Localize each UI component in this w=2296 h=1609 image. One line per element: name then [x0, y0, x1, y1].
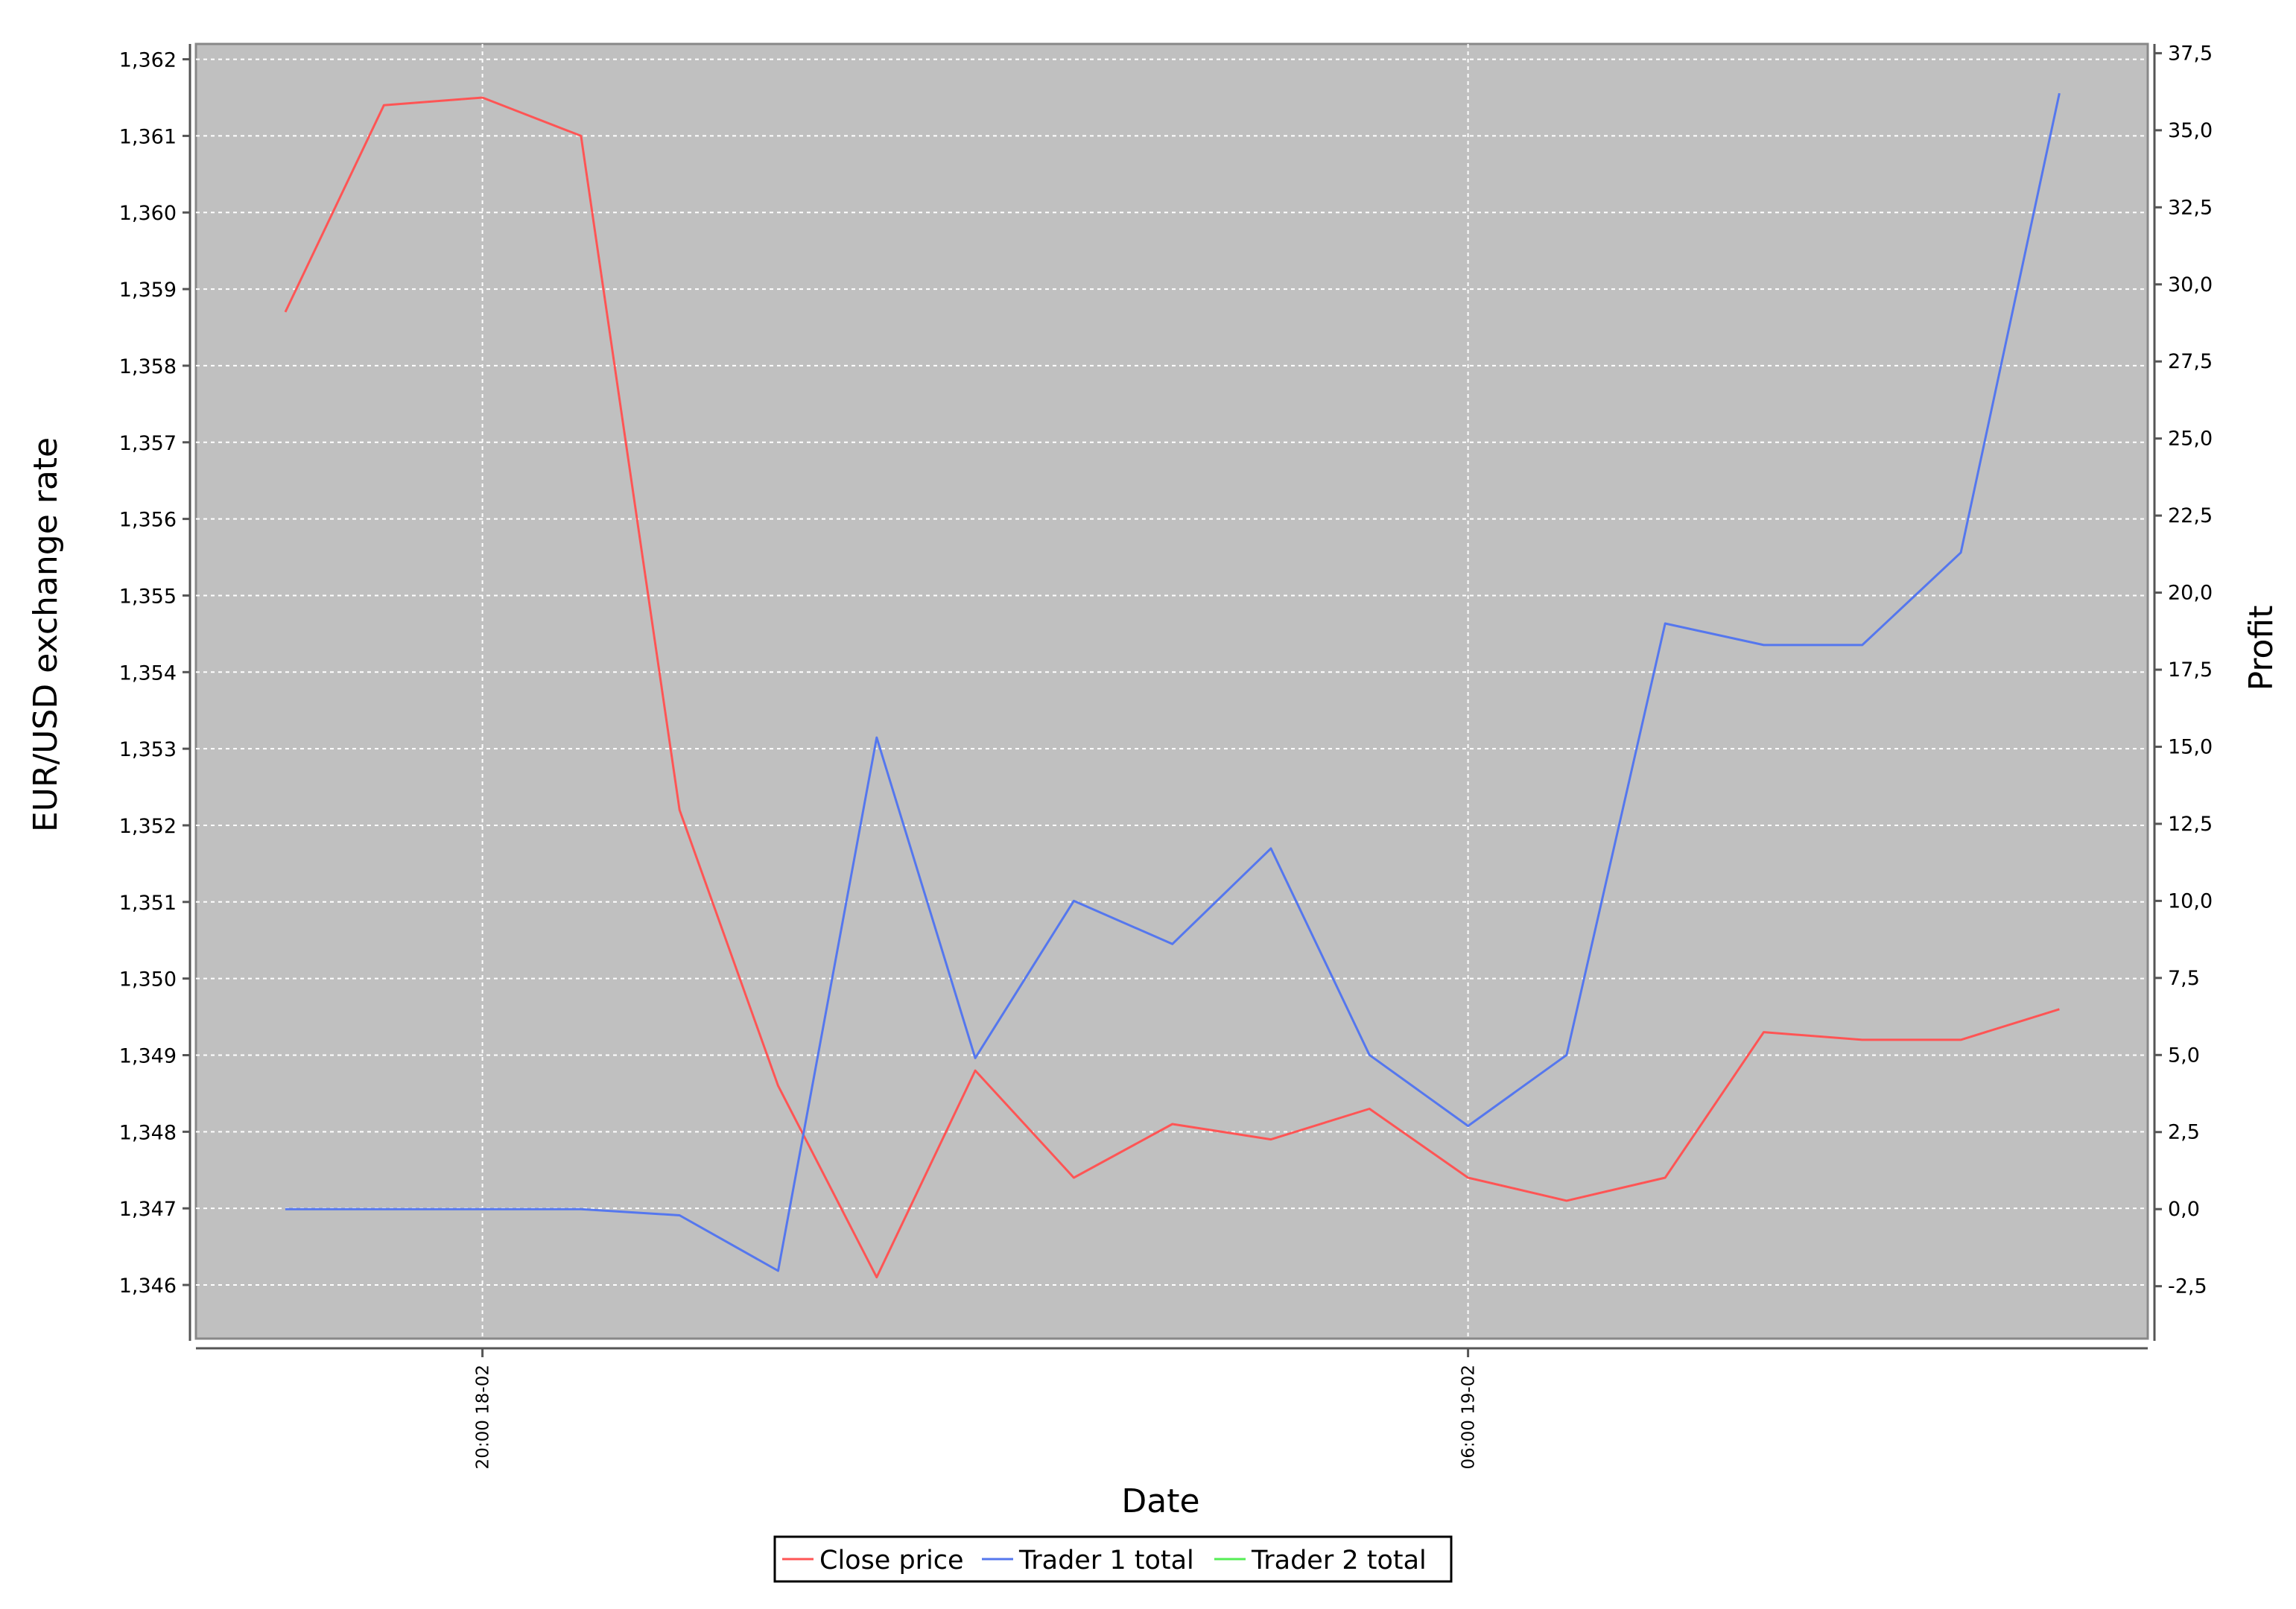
y-right-tick-label: 15,0 — [2168, 735, 2213, 758]
y-right-tick-label: 37,5 — [2168, 42, 2213, 65]
y-left-tick-label: 1,352 — [119, 815, 177, 838]
y-left-tick-label: 1,361 — [119, 125, 177, 148]
y-right-tick-label: 10,0 — [2168, 889, 2213, 913]
legend-label-trader-2-total: Trader 2 total — [1251, 1546, 1427, 1575]
y-right-tick-label: 27,5 — [2168, 350, 2213, 373]
y-left-tick-label: 1,355 — [119, 585, 177, 608]
series-lines — [284, 92, 2061, 1279]
y-left-tick-label: 1,349 — [119, 1044, 177, 1067]
y-left-tick-label: 1,360 — [119, 202, 177, 225]
y-right-tick-label: 2,5 — [2168, 1121, 2200, 1144]
x-tick-label: 20:00 18-02 — [474, 1365, 493, 1469]
y-right-tick-label: 25,0 — [2168, 428, 2213, 451]
y-left-tick-label: 1,359 — [119, 279, 177, 302]
legend: Close price Trader 1 total Trader 2 tota… — [773, 1535, 1453, 1583]
plot-area — [194, 42, 2149, 1340]
legend-box — [773, 1535, 1453, 1583]
y-right-tick-label: 0,0 — [2168, 1198, 2200, 1221]
grid — [196, 44, 2148, 1339]
y-left-tick-label: 1,357 — [119, 432, 177, 455]
y-left-tick-label: 1,350 — [119, 968, 177, 991]
y-right-tick-label: 12,5 — [2168, 813, 2213, 836]
y-left-tick-label: 1,362 — [119, 49, 177, 72]
y-left-tick-label: 1,353 — [119, 738, 177, 761]
y-right-tick-label: 35,0 — [2168, 119, 2213, 142]
y-right-tick-label: 7,5 — [2168, 967, 2200, 990]
y-right-tick-label: 30,0 — [2168, 273, 2213, 296]
y-left-tick-label: 1,346 — [119, 1275, 177, 1298]
y-right-tick-label: -2,5 — [2168, 1275, 2207, 1298]
series-line-close-price — [284, 96, 2060, 1279]
y-left-tick-label: 1,354 — [119, 661, 177, 685]
y-right-tick-label: 17,5 — [2168, 658, 2213, 682]
y-right-tick-label: 32,5 — [2168, 196, 2213, 219]
y-left-tick-label: 1,356 — [119, 509, 177, 532]
y-axis-right-title: Profit — [2242, 606, 2280, 691]
y-left-tick-label: 1,347 — [119, 1198, 177, 1221]
y-left-tick-label: 1,358 — [119, 355, 177, 378]
y-axis-left-title: EUR/USD exchange rate — [27, 437, 65, 832]
legend-label-close-price: Close price — [819, 1546, 964, 1575]
series-line-trader-1-total — [285, 92, 2061, 1272]
x-axis-title: Date — [1121, 1482, 1199, 1520]
axes: 1,346 1,347 1,348 1,349 1,350 1,351 1,352 1,353… — [119, 42, 2213, 1469]
y-right-tick-label: 20,0 — [2168, 582, 2213, 605]
x-tick-label: 06:00 19-02 — [1459, 1365, 1479, 1469]
y-left-tick-label: 1,348 — [119, 1121, 177, 1144]
y-right-tick-label: 5,0 — [2168, 1044, 2200, 1067]
y-left-tick-label: 1,351 — [119, 892, 177, 915]
y-right-tick-label: 22,5 — [2168, 504, 2213, 527]
legend-label-trader-1-total: Trader 1 total — [1018, 1546, 1194, 1575]
